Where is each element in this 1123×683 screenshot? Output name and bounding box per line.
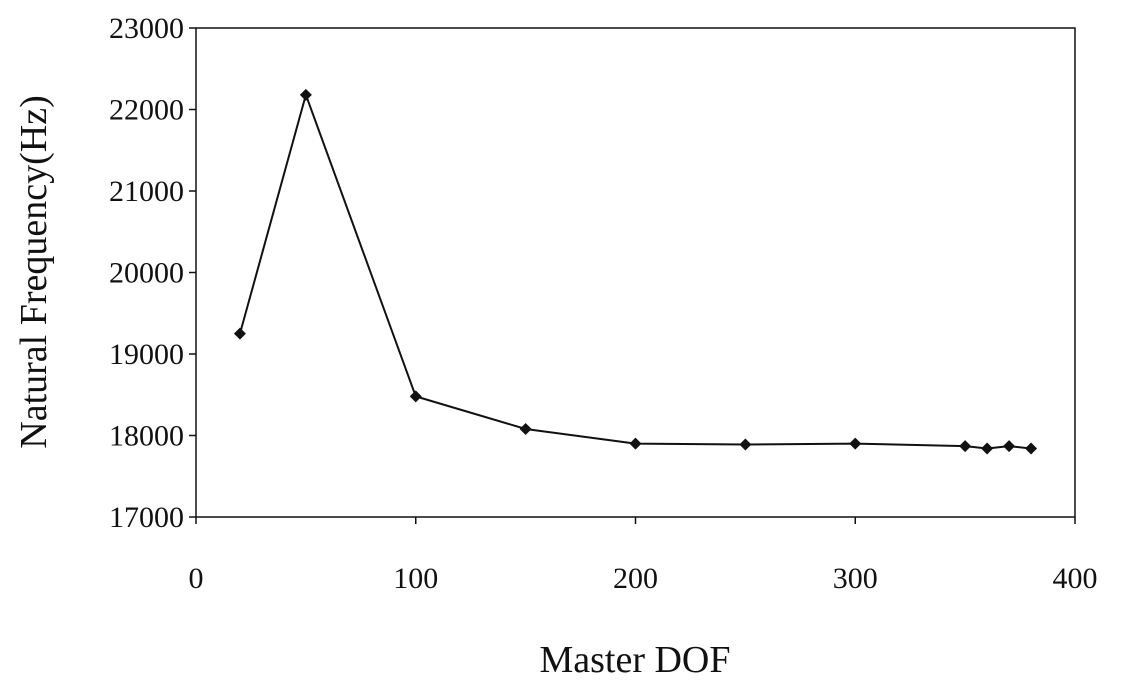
y-tick-label: 17000 xyxy=(109,501,184,534)
y-axis: 17000 18000 19000 20000 21000 22000 23000 xyxy=(109,12,196,534)
series-layer xyxy=(233,88,1038,455)
x-tick-label: 200 xyxy=(613,562,658,595)
x-tick-label: 100 xyxy=(393,562,438,595)
data-point-marker xyxy=(629,437,642,450)
x-axis-title: Master DOF xyxy=(539,639,730,681)
y-tick-label: 21000 xyxy=(109,175,184,208)
x-axis: 0 100 200 300 400 xyxy=(189,517,1098,595)
y-tick-label: 19000 xyxy=(109,338,184,371)
series-line xyxy=(238,93,1032,450)
data-point-marker xyxy=(233,327,246,340)
y-tick-label: 20000 xyxy=(109,257,184,290)
x-tick-label: 300 xyxy=(833,562,878,595)
data-point-marker xyxy=(981,442,994,455)
y-axis-title: Natural Frequency(Hz) xyxy=(13,95,55,448)
data-point-marker xyxy=(519,422,532,435)
y-tick-label: 18000 xyxy=(109,420,184,453)
x-tick-label: 0 xyxy=(189,562,204,595)
y-tick-label: 23000 xyxy=(109,12,184,45)
x-tick-label: 400 xyxy=(1053,562,1098,595)
data-point-marker xyxy=(739,438,752,451)
data-point-marker xyxy=(1025,442,1038,455)
data-point-marker xyxy=(959,440,972,453)
data-point-marker xyxy=(409,390,422,403)
y-tick-label: 22000 xyxy=(109,94,184,127)
data-point-marker xyxy=(299,88,312,101)
data-point-marker xyxy=(1003,440,1016,453)
data-point-marker xyxy=(849,437,862,450)
